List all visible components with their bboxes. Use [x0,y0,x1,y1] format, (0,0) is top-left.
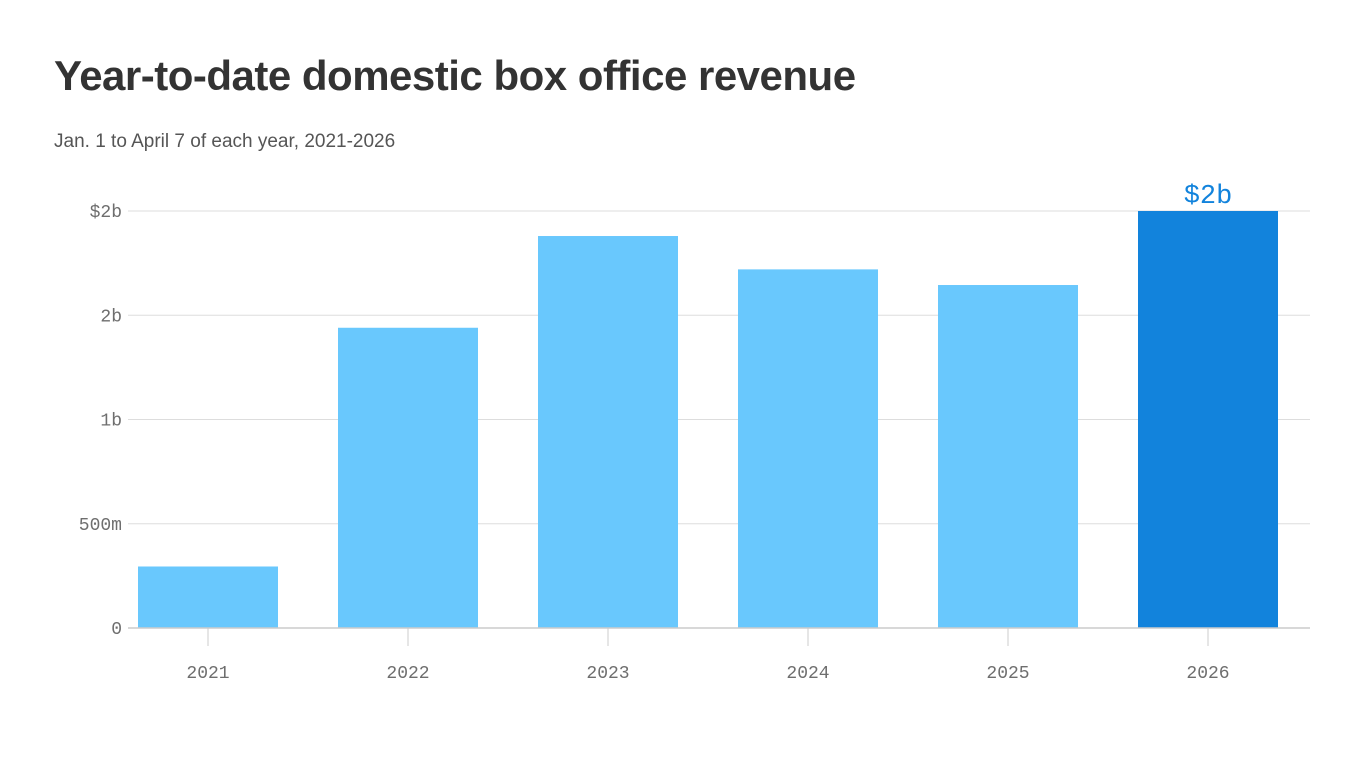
y-tick-label: $2b [90,203,122,223]
bar-2023 [538,236,678,628]
y-tick-label: 2b [100,307,122,327]
bar-2024 [738,269,878,628]
x-tick-label: 2026 [1186,664,1229,684]
y-tick-label: 0 [111,620,122,640]
x-tick-label: 2023 [586,664,629,684]
y-axis-ticks: 0 500m 1b 2b $2b [79,203,122,640]
bar-2021 [138,566,278,628]
x-tick-label: 2022 [386,664,429,684]
gridlines [128,210,1310,525]
bars [138,211,1278,628]
data-label: $2b [1184,182,1233,212]
y-tick-label: 1b [100,412,122,432]
chart-title: Year-to-date domestic box office revenue [54,52,856,99]
x-tick-label: 2024 [786,664,829,684]
y-tick-label: 500m [79,516,122,536]
x-tick-label: 2025 [986,664,1029,684]
data-labels: $2b [1184,182,1233,212]
x-tick-label: 2021 [186,664,229,684]
x-axis: 2021 2022 2023 2024 2025 2026 [128,627,1310,684]
chart-subtitle: Jan. 1 to April 7 of each year, 2021-202… [54,131,396,152]
bar-2026 [1138,211,1278,628]
bar-2022 [338,327,478,628]
bar-2025 [938,285,1078,628]
